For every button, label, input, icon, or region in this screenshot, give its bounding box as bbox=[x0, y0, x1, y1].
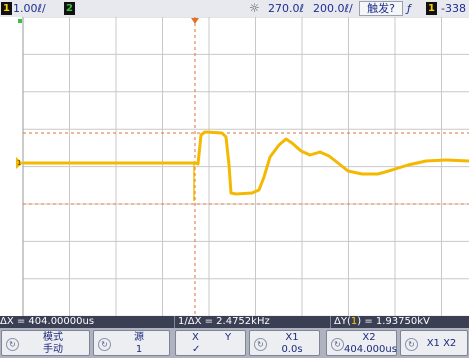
x2-label: X2 bbox=[362, 332, 376, 343]
mode-softkey[interactable]: ↻ 模式 手动 bbox=[1, 330, 90, 356]
xy-y-label: Y bbox=[225, 332, 232, 343]
x2-softkey-text: X2 404.000us bbox=[344, 332, 397, 356]
trigger-status[interactable]: 触发? bbox=[359, 1, 403, 16]
trigger-slope-icon[interactable]: ƒ bbox=[407, 2, 411, 15]
softkey-bar: ↻ 模式 手动 ↻ 源 1 X Y ✓ ↻ X1 0.0s ↻ X2 404.0… bbox=[0, 328, 469, 358]
xy-x-label: X bbox=[192, 332, 199, 343]
cursor-lines bbox=[23, 17, 469, 316]
source-label: 源 bbox=[134, 332, 144, 343]
rotate-knob-icon: ↻ bbox=[6, 338, 19, 351]
rotate-knob-icon: ↻ bbox=[331, 338, 344, 351]
x1-softkey[interactable]: ↻ X1 0.0s bbox=[249, 330, 320, 356]
inverse-delta-x-readout: 1/ΔX = 2.4752kHz bbox=[174, 316, 332, 328]
time-icon: ☼ bbox=[249, 1, 260, 15]
mode-value: 手动 bbox=[43, 344, 63, 355]
x1-value: 0.0s bbox=[281, 344, 303, 355]
x1-softkey-text: X1 0.0s bbox=[267, 332, 317, 356]
delta-y-prefix: ΔY( bbox=[334, 316, 351, 327]
rotate-knob-icon: ↻ bbox=[98, 338, 111, 351]
status-bar: 1 1.00ℓ/ 2 ☼ 270.0ℓ 200.0ℓ/ 触发? ƒ 1 -338 bbox=[0, 0, 469, 18]
time-scale[interactable]: 200.0ℓ/ bbox=[313, 2, 353, 15]
measurement-bar: ΔX = 404.00000us 1/ΔX = 2.4752kHz ΔY(1) … bbox=[0, 316, 469, 328]
channel2-indicator[interactable]: 2 bbox=[64, 2, 75, 15]
mode-label: 模式 bbox=[43, 332, 63, 343]
source-softkey[interactable]: ↻ 源 1 bbox=[93, 330, 170, 356]
channel1-scale[interactable]: 1.00ℓ/ bbox=[13, 2, 46, 15]
delta-x-readout: ΔX = 404.00000us bbox=[0, 316, 95, 327]
x2-value: 404.000us bbox=[344, 344, 397, 355]
x1x2-label: X1 X2 bbox=[426, 338, 457, 349]
mode-softkey-text: 模式 手动 bbox=[19, 332, 87, 356]
rotate-knob-icon: ↻ bbox=[254, 338, 267, 351]
ground-marker-icon bbox=[16, 157, 23, 169]
trigger-position-icon bbox=[191, 18, 199, 24]
x1-label: X1 bbox=[285, 332, 299, 343]
source-softkey-text: 源 1 bbox=[111, 332, 167, 356]
delta-y-readout: ΔY(1) = 1.93750kV bbox=[330, 316, 469, 328]
graticule bbox=[22, 17, 469, 316]
x2-softkey[interactable]: ↻ X2 404.000us bbox=[326, 330, 397, 356]
waveform-display[interactable]: 1 bbox=[0, 17, 469, 316]
ground-marker-label: 1 bbox=[17, 159, 21, 167]
channel1-indicator[interactable]: 1 bbox=[1, 2, 12, 15]
delta-y-channel: 1 bbox=[350, 316, 358, 327]
rotate-knob-icon: ↻ bbox=[405, 338, 418, 351]
delta-y-value: ) = 1.93750kV bbox=[357, 316, 430, 327]
check-icon: ✓ bbox=[192, 344, 201, 355]
trigger-level[interactable]: -338 bbox=[441, 2, 466, 15]
x1x2-softkey[interactable]: ↻ X1 X2 bbox=[400, 330, 468, 356]
time-delay[interactable]: 270.0ℓ bbox=[268, 2, 305, 15]
xy-softkey[interactable]: X Y ✓ bbox=[175, 330, 246, 356]
source-value: 1 bbox=[135, 344, 143, 355]
trigger-source-indicator[interactable]: 1 bbox=[426, 2, 437, 15]
channel2-marker-icon bbox=[18, 19, 22, 23]
channel1-trace bbox=[23, 130, 469, 196]
markers: 1 bbox=[16, 18, 199, 201]
